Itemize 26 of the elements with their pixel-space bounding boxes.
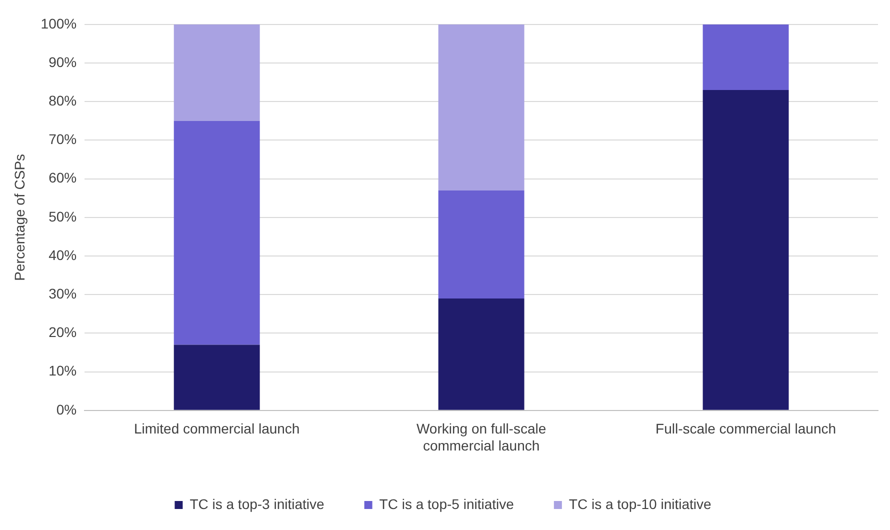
bar (174, 24, 260, 121)
bar (174, 120, 260, 345)
y-tick-label: 40% (48, 246, 77, 263)
legend-label: TC is a top-3 initiative (190, 496, 325, 512)
y-axis-title: Percentage of CSPs (11, 154, 28, 281)
y-tick-label: 30% (48, 285, 77, 302)
y-tick-label: 90% (48, 54, 77, 70)
x-tick-label: Working on full-scale commercial launch (416, 420, 546, 454)
bar (438, 298, 524, 410)
y-tick-label: 50% (48, 208, 77, 224)
legend-label: TC is a top-10 initiative (568, 496, 712, 512)
legend-label: TC is a top-5 initiative (379, 496, 514, 512)
bar (702, 90, 789, 410)
y-tick-label: 10% (48, 362, 77, 379)
y-tick-label: 60% (48, 170, 77, 186)
bar (438, 24, 524, 190)
y-tick-label: 80% (48, 92, 77, 108)
y-tick-label: 0% (56, 401, 77, 418)
bar (174, 344, 260, 410)
y-tick-label: 100% (40, 15, 77, 32)
x-tick-label: Limited commercial launch (134, 420, 300, 437)
x-tick-label: Full-scale commercial launch (656, 420, 836, 437)
y-tick-label: 20% (48, 324, 77, 340)
y-tick-label: 70% (48, 131, 77, 148)
bar (702, 24, 789, 90)
bar (438, 190, 524, 298)
